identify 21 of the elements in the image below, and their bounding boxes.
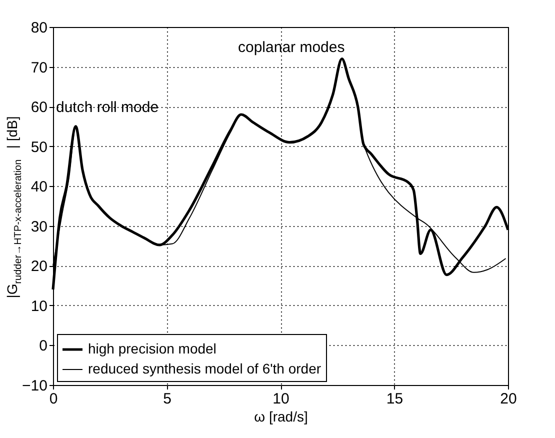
y-tick-label: 0: [39, 338, 48, 355]
annotation: coplanar modes: [238, 39, 345, 56]
annotation: dutch roll mode: [56, 99, 159, 116]
y-axis-title: |Grudder→HTP-x-acceleration| [dB]: [4, 116, 24, 298]
y-tick-label: 80: [30, 20, 48, 36]
y-tick-label: 20: [30, 258, 48, 276]
y-tick-label: 30: [30, 218, 48, 236]
x-tick-label: 10: [272, 390, 290, 408]
y-tick-label: 60: [30, 99, 48, 116]
y-tick-label: 50: [30, 138, 48, 156]
legend-label: reduced synthesis model of 6'th order: [88, 360, 322, 376]
y-tick-label: 40: [30, 178, 48, 196]
x-tick-label: 5: [163, 390, 172, 408]
y-tick-label: −10: [22, 378, 48, 394]
y-tick-label: 70: [30, 59, 48, 76]
legend-label: high precision model: [88, 340, 216, 356]
x-tick-label: 20: [500, 390, 517, 408]
x-tick-label: 15: [386, 390, 404, 408]
x-axis-title: ω [rad/s]: [254, 408, 308, 424]
x-tick-label: 0: [49, 390, 58, 408]
y-tick-label: 10: [30, 298, 48, 315]
